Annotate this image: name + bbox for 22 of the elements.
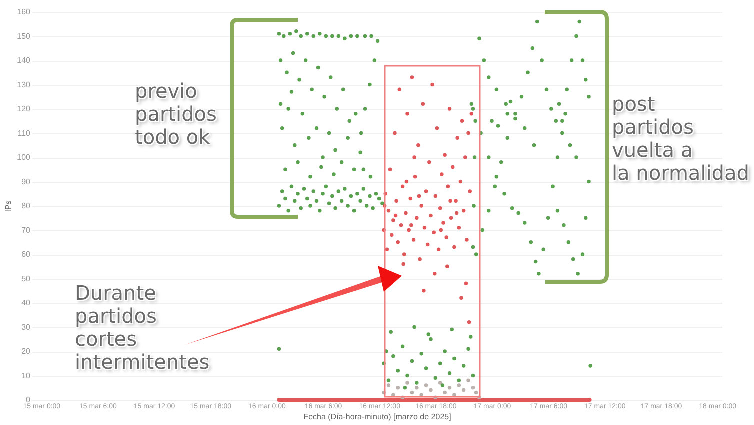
annotation: previo partidos todo ok — [135, 79, 217, 149]
annotation: post partidos vuelta a la normalidad — [612, 92, 750, 185]
y-tick-label: 80 — [22, 202, 32, 210]
y-tick-label: 120 — [17, 104, 32, 114]
y-tick-label: 130 — [17, 80, 32, 90]
y-tick-label: 40 — [22, 298, 32, 308]
x-axis-title: Fecha (Día-hora-minuto) [marzo de 2025] — [304, 412, 452, 422]
y-tick-label: 30 — [22, 322, 32, 332]
y-tick-label: 160 — [17, 8, 32, 16]
y-tick-label: 60 — [22, 250, 32, 259]
y-tick-label: 100 — [17, 153, 32, 162]
y-tick-label: 140 — [17, 56, 32, 65]
annotation: Durante partidos cortes intermitentes — [75, 281, 210, 374]
y-tick-label: 110 — [18, 128, 32, 138]
y-tick-label: 10 — [22, 371, 32, 380]
y-tick-label: 90 — [22, 177, 32, 186]
y-tick-label: 20 — [22, 347, 32, 356]
y-tick-label: 70 — [22, 226, 32, 235]
y-tick-label: 0 — [26, 396, 32, 404]
y-axis-title: IPs — [4, 200, 14, 212]
y-tick-label: 150 — [17, 32, 32, 41]
y-tick-label: 50 — [22, 274, 32, 284]
